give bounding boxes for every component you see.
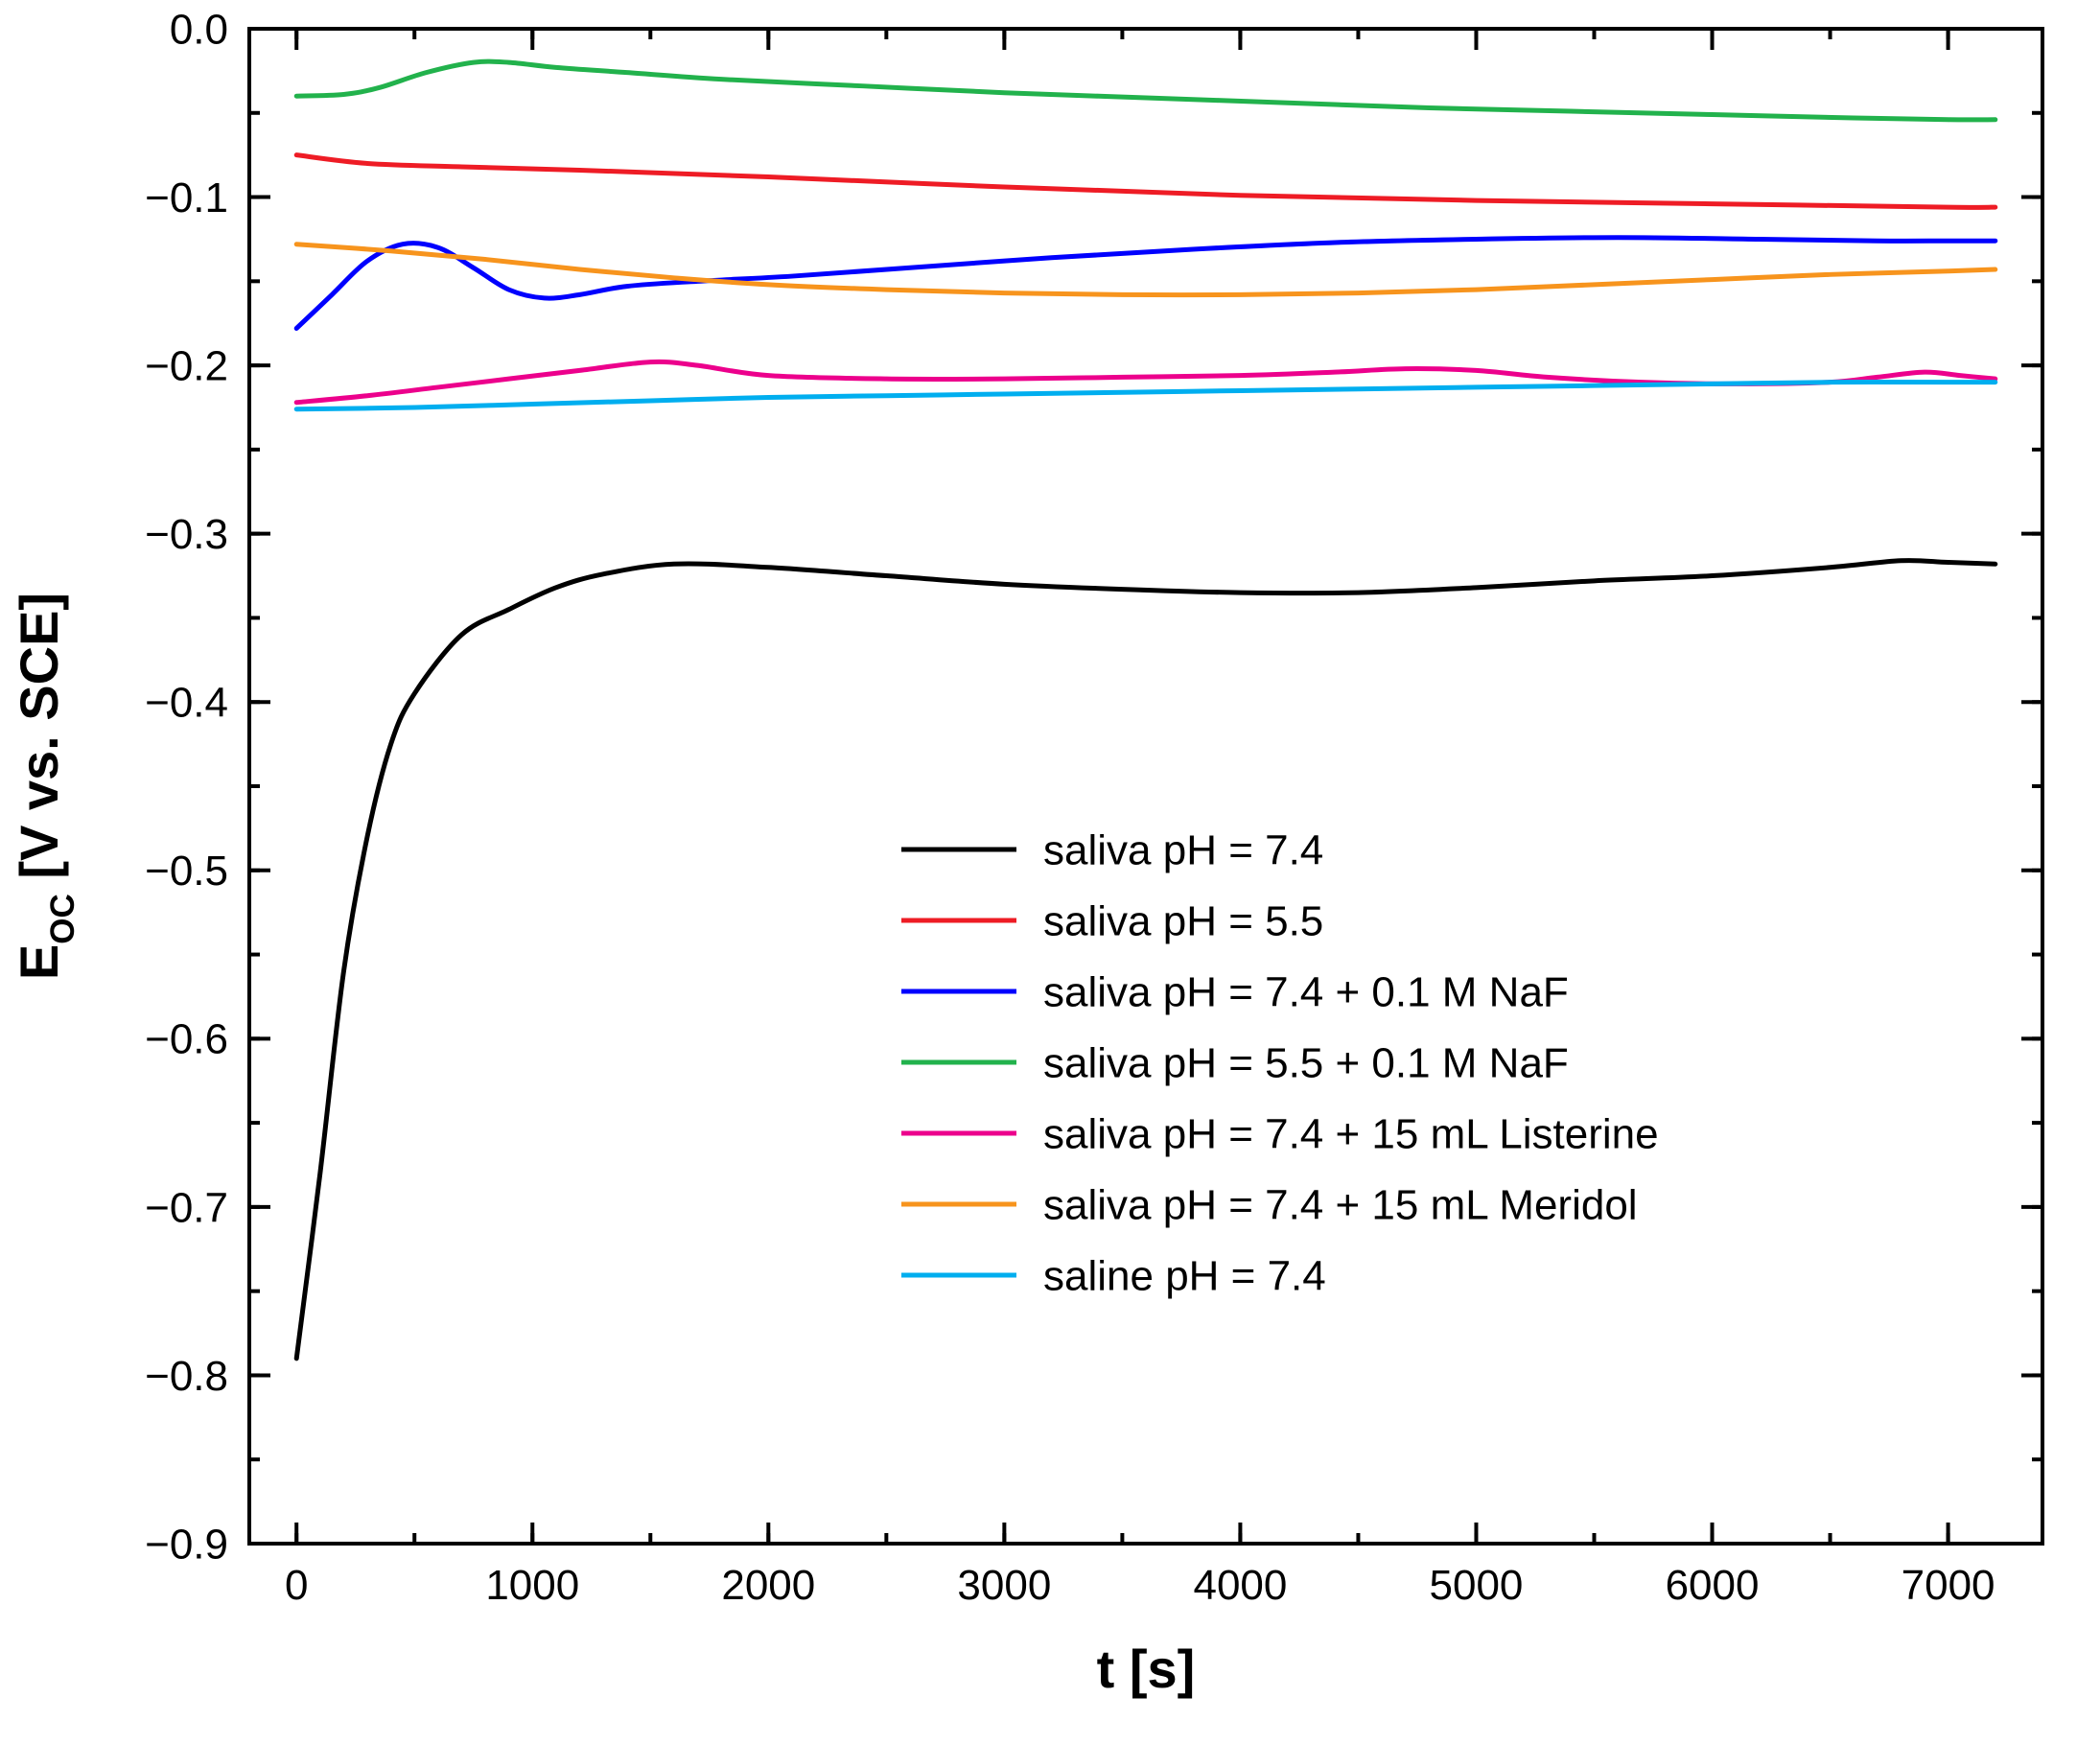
- x-tick-label: 3000: [957, 1562, 1051, 1609]
- y-tick-label: −0.2: [145, 343, 228, 390]
- x-tick-label: 2000: [721, 1562, 815, 1609]
- x-axis-title: t [s]: [1097, 1639, 1196, 1699]
- y-tick-label: −0.6: [145, 1016, 228, 1063]
- x-tick-label: 0: [285, 1562, 308, 1609]
- legend-label: saliva pH = 7.4 + 15 mL Listerine: [1043, 1110, 1659, 1157]
- legend-label: saliva pH = 5.5 + 0.1 M NaF: [1043, 1039, 1569, 1086]
- legend-label: saline pH = 7.4: [1043, 1252, 1326, 1299]
- y-tick-label: −0.7: [145, 1184, 228, 1231]
- x-tick-label: 1000: [485, 1562, 579, 1609]
- legend-label: saliva pH = 7.4 + 0.1 M NaF: [1043, 968, 1569, 1015]
- y-tick-label: −0.1: [145, 174, 228, 221]
- x-tick-label: 5000: [1430, 1562, 1524, 1609]
- chart-container: 0 1000 2000 3000 4000 5000 6000 7000 0.0 −0.1 −0.2…: [0, 0, 2100, 1744]
- y-axis-title: EOC [V vs. SCE]: [9, 593, 82, 980]
- y-tick-label: 0.0: [170, 6, 228, 53]
- legend-label: saliva pH = 5.5: [1043, 897, 1323, 944]
- x-tick-label: 6000: [1666, 1562, 1760, 1609]
- legend-label: saliva pH = 7.4 + 15 mL Meridol: [1043, 1181, 1638, 1228]
- x-tick-label: 4000: [1193, 1562, 1287, 1609]
- y-tick-label: −0.5: [145, 848, 228, 895]
- x-tick-label: 7000: [1902, 1562, 1995, 1609]
- y-tick-label: −0.3: [145, 511, 228, 558]
- y-tick-label: −0.4: [145, 680, 228, 727]
- y-tick-label: −0.9: [145, 1521, 228, 1568]
- line-chart: 0 1000 2000 3000 4000 5000 6000 7000 0.0 −0.1 −0.2…: [0, 0, 2100, 1744]
- legend-label: saliva pH = 7.4: [1043, 826, 1323, 873]
- y-tick-label: −0.8: [145, 1353, 228, 1400]
